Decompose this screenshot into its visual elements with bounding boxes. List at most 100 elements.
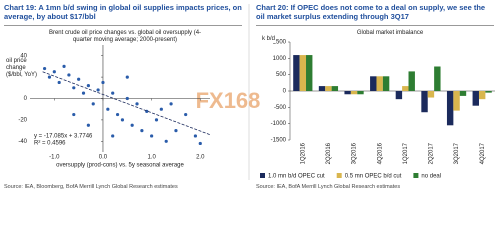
- source: Source: IEA, Bloomberg, BofA Merrill Lyn…: [4, 184, 178, 190]
- x-tick-label: 2.0: [196, 155, 205, 161]
- bar: [421, 91, 428, 113]
- bar: [350, 91, 358, 95]
- x-tick-label: 1.0: [147, 155, 156, 161]
- bar: [306, 55, 313, 91]
- bar: [331, 86, 339, 91]
- bar: [370, 76, 377, 91]
- point: [140, 129, 144, 133]
- point: [91, 102, 95, 106]
- bar: [376, 76, 383, 91]
- y-tick-label: -1000: [271, 121, 287, 127]
- y-tick-label: -40: [18, 139, 27, 145]
- x-tick-label: 1Q2016: [300, 142, 306, 164]
- y-tick-label: -500: [274, 105, 287, 111]
- point: [159, 107, 163, 111]
- legend-label: 1.0 mn b/d OPEC cut: [268, 174, 325, 180]
- point: [86, 84, 90, 88]
- annotation: R² = 0.4596: [34, 141, 66, 147]
- trendline: [29, 66, 211, 136]
- point: [72, 112, 76, 117]
- x-tick-label: 4Q2017: [480, 142, 486, 164]
- point: [169, 102, 173, 106]
- bar: [485, 91, 492, 93]
- y-tick-label: 500: [276, 72, 287, 78]
- point: [135, 102, 139, 106]
- x-tick-label: 2Q2016: [326, 142, 332, 164]
- point: [198, 141, 202, 146]
- point: [57, 80, 61, 85]
- source: Source: IEA, BofA Merrill Lynch Global R…: [256, 184, 401, 190]
- bar: [453, 91, 460, 111]
- y-tick-label: 1500: [273, 40, 287, 46]
- bar: [408, 71, 415, 91]
- point: [130, 123, 134, 127]
- x-tick-label: 3Q2017: [454, 142, 460, 164]
- point: [111, 134, 115, 138]
- bar: [357, 91, 364, 95]
- bar: [299, 55, 307, 91]
- annotation: y = -17.085x + 3.7746: [34, 134, 93, 140]
- point: [81, 91, 86, 95]
- bar: [293, 55, 300, 91]
- y-tick-label: -1500: [271, 138, 287, 144]
- bar: [459, 91, 467, 96]
- legend-swatch: [260, 173, 265, 178]
- point: [106, 107, 110, 111]
- point: [52, 70, 56, 74]
- bar: [318, 86, 326, 91]
- y-tick-label: 0: [283, 89, 287, 95]
- x-axis-label: oversupply (prod-cons) vs. 5y seasonal a…: [56, 163, 184, 169]
- bar: [402, 86, 409, 91]
- charts: FX168-40-2002040-1.00.01.02.0oversupply …: [18, 4, 495, 180]
- point: [164, 139, 168, 143]
- y-axis-label: oil price change ($/bbl, YoY): [6, 58, 42, 79]
- y-tick-label: 1000: [273, 56, 287, 62]
- legend-label: 0.5 mn OPEC b/d cut: [345, 174, 402, 180]
- y-tick-label: -20: [18, 117, 27, 123]
- point: [120, 118, 125, 122]
- legend-label: no deal: [421, 174, 441, 180]
- chart-title: Chart 19: A 1mn b/d swing in global oil …: [4, 3, 242, 26]
- y-axis-label: k b/d: [262, 36, 276, 43]
- point: [184, 112, 188, 117]
- point: [111, 91, 115, 95]
- bar: [395, 91, 403, 100]
- point: [42, 66, 47, 71]
- point: [77, 77, 81, 81]
- x-tick-label: 3Q2016: [352, 142, 358, 164]
- point: [193, 134, 198, 138]
- bar: [472, 91, 479, 106]
- point: [86, 123, 90, 127]
- bar: [382, 76, 390, 91]
- legend-swatch: [336, 173, 342, 178]
- point: [125, 96, 129, 101]
- bar: [325, 86, 332, 91]
- chart-subtitle: Global market imbalance: [356, 30, 424, 36]
- point: [174, 129, 178, 133]
- bar: [344, 91, 351, 95]
- bar: [478, 91, 486, 100]
- point: [96, 88, 100, 92]
- point: [125, 75, 129, 79]
- point: [154, 118, 159, 122]
- bar: [434, 66, 441, 91]
- bar: [446, 91, 454, 126]
- chart-subtitle: Brent crude oil price changes vs. global…: [48, 30, 202, 43]
- y-tick-label: 0: [24, 96, 28, 102]
- x-tick-label: 0.0: [99, 155, 108, 161]
- page: FX168-40-2002040-1.00.01.02.0oversupply …: [4, 3, 495, 190]
- chart-title: Chart 20: If OPEC does not come to a dea…: [256, 3, 494, 26]
- legend-swatch: [413, 173, 419, 178]
- watermark: FX168: [196, 88, 261, 113]
- y-tick-label: 40: [20, 53, 27, 59]
- point: [47, 75, 52, 79]
- x-tick-label: -1.0: [49, 155, 60, 161]
- point: [67, 73, 71, 77]
- point: [62, 64, 66, 68]
- point: [150, 134, 154, 138]
- x-tick-label: 4Q2016: [377, 142, 383, 164]
- point: [115, 112, 120, 117]
- bar: [427, 91, 435, 98]
- point: [72, 86, 76, 90]
- x-tick-label: 1Q2017: [403, 142, 409, 164]
